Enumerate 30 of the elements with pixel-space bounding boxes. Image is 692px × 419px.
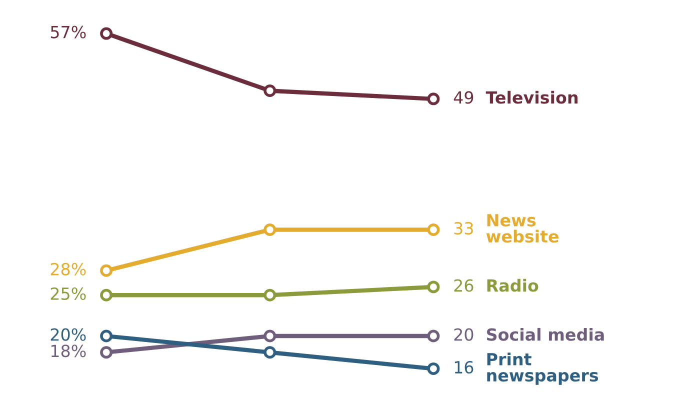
point — [100, 27, 113, 40]
data-label: 20 — [454, 328, 474, 341]
data-label: 28% — [50, 262, 86, 276]
data-label: 25% — [50, 287, 86, 300]
point — [100, 288, 113, 302]
point — [427, 223, 440, 236]
point — [100, 346, 113, 359]
data-label: 33 — [454, 222, 473, 235]
point — [264, 330, 276, 342]
text: Print newspapers — [487, 352, 598, 385]
point — [264, 288, 276, 302]
data-label: 18% — [51, 344, 86, 358]
point — [264, 223, 276, 236]
data-label: 20% — [50, 328, 86, 341]
point — [427, 280, 440, 294]
point — [264, 346, 276, 359]
data-label: 49 — [454, 91, 474, 104]
point — [427, 330, 440, 342]
point — [427, 362, 440, 375]
point — [264, 84, 276, 97]
point — [100, 330, 113, 342]
text: Radio — [487, 278, 538, 292]
point — [100, 264, 113, 277]
data-label: 16 — [454, 360, 474, 374]
text: News website — [486, 214, 559, 243]
text: Social media — [486, 328, 604, 341]
data-label: 26 — [454, 279, 474, 292]
point — [427, 92, 440, 106]
data-label: 57% — [50, 26, 86, 38]
text: Television — [486, 90, 578, 104]
